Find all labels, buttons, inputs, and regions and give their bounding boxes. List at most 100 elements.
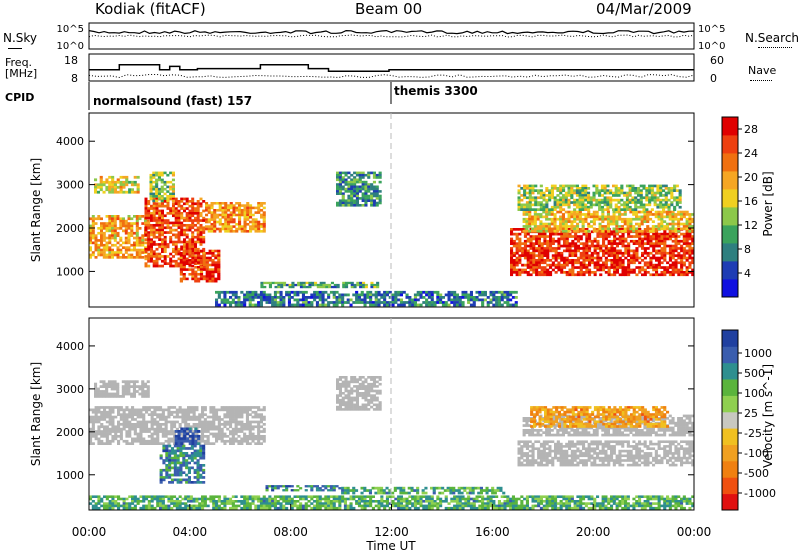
scatter-cell xyxy=(185,461,189,465)
scatter-cell xyxy=(628,187,632,190)
scatter-cell xyxy=(371,303,375,307)
scatter-cell xyxy=(645,187,649,190)
scatter-cell xyxy=(525,227,529,231)
scatter-cell xyxy=(532,268,536,272)
scatter-cell xyxy=(512,271,516,274)
scatter-cell xyxy=(366,296,370,299)
scatter-cell xyxy=(135,217,139,221)
scatter-cell xyxy=(556,198,560,202)
scatter-cell xyxy=(203,427,207,431)
scatter-cell xyxy=(380,486,384,490)
scatter-cell xyxy=(595,217,599,221)
scatter-cell xyxy=(576,225,580,228)
scatter-cell xyxy=(179,466,183,470)
scatter-cell xyxy=(188,434,192,438)
scatter-cell xyxy=(144,212,148,215)
scatter-cell xyxy=(674,217,678,221)
scatter-cell xyxy=(560,235,564,238)
scatter-cell xyxy=(593,266,597,269)
scatter-cell xyxy=(650,198,654,202)
scatter-cell xyxy=(450,290,454,294)
scatter-cell xyxy=(155,243,159,246)
scatter-cell xyxy=(177,221,181,225)
scatter-cell xyxy=(581,222,585,226)
scatter-cell xyxy=(191,233,195,237)
scatter-cell xyxy=(191,204,195,208)
scatter-cell xyxy=(182,275,186,278)
scatter-cell xyxy=(589,201,593,204)
scatter-cell xyxy=(199,243,203,246)
scatter-cell xyxy=(105,222,109,225)
scatter-cell xyxy=(99,392,103,396)
scatter-cell xyxy=(523,208,527,211)
scatter-cell xyxy=(152,235,156,239)
scatter-cell xyxy=(91,224,95,228)
scatter-cell xyxy=(155,199,159,203)
scatter-cell xyxy=(150,432,154,436)
scatter-cell xyxy=(522,229,526,233)
scatter-cell xyxy=(377,290,381,294)
scatter-cell xyxy=(246,223,250,226)
scatter-cell xyxy=(170,425,174,429)
scatter-cell xyxy=(194,255,197,258)
scatter-cell xyxy=(147,264,151,268)
scatter-cell xyxy=(567,229,571,233)
scatter-cell xyxy=(506,293,510,297)
scatter-cell xyxy=(180,224,184,227)
scatter-cell xyxy=(646,239,650,243)
scatter-cell xyxy=(159,427,163,431)
scatter-cell xyxy=(238,218,242,221)
scatter-cell xyxy=(212,418,216,421)
scatter-cell xyxy=(578,205,582,209)
scatter-cell xyxy=(296,485,300,488)
scatter-cell xyxy=(158,202,162,206)
scatter-cell xyxy=(105,224,109,228)
scatter-cell xyxy=(539,196,543,200)
scatter-cell xyxy=(212,420,216,424)
scatter-cell xyxy=(660,215,664,219)
scatter-cell xyxy=(635,210,639,214)
scatter-cell xyxy=(108,256,112,259)
scatter-cell xyxy=(629,222,633,226)
scatter-cell xyxy=(178,406,182,409)
scatter-cell xyxy=(556,217,560,221)
scatter-cell xyxy=(427,303,431,307)
scatter-cell xyxy=(180,442,184,446)
scatter-cell xyxy=(111,437,115,441)
scatter-cell xyxy=(100,406,104,409)
scatter-cell xyxy=(682,232,686,236)
scatter-cell xyxy=(141,239,145,242)
scatter-cell xyxy=(144,216,148,220)
scatter-cell xyxy=(257,408,261,412)
scatter-cell xyxy=(600,208,604,211)
scatter-cell xyxy=(185,247,189,251)
scatter-cell xyxy=(596,266,600,269)
scatter-cell xyxy=(145,430,149,433)
scatter-cell xyxy=(551,256,555,260)
scatter-cell xyxy=(166,245,170,249)
scatter-cell xyxy=(553,215,557,219)
scatter-cell xyxy=(161,250,164,253)
scatter-cell xyxy=(136,423,140,426)
scatter-cell xyxy=(671,239,675,243)
scatter-cell xyxy=(651,227,655,231)
scatter-cell xyxy=(350,283,354,287)
scatter-cell xyxy=(357,296,361,299)
scatter-cell xyxy=(220,427,224,431)
scatter-cell xyxy=(172,224,175,227)
scatter-cell xyxy=(152,187,156,191)
scatter-cell xyxy=(96,185,100,189)
scatter-cell xyxy=(620,229,624,233)
scatter-cell xyxy=(613,239,617,243)
scatter-cell xyxy=(635,235,639,238)
scatter-cell xyxy=(216,213,220,217)
scatter-cell xyxy=(523,254,527,257)
scatter-cell xyxy=(563,261,567,265)
scatter-cell xyxy=(216,202,220,205)
scatter-cell xyxy=(223,413,227,416)
scatter-cell xyxy=(192,425,196,429)
scatter-cell xyxy=(512,251,516,255)
scatter-cell xyxy=(573,210,577,214)
scatter-cell xyxy=(146,387,150,391)
scatter-cell xyxy=(668,273,672,277)
